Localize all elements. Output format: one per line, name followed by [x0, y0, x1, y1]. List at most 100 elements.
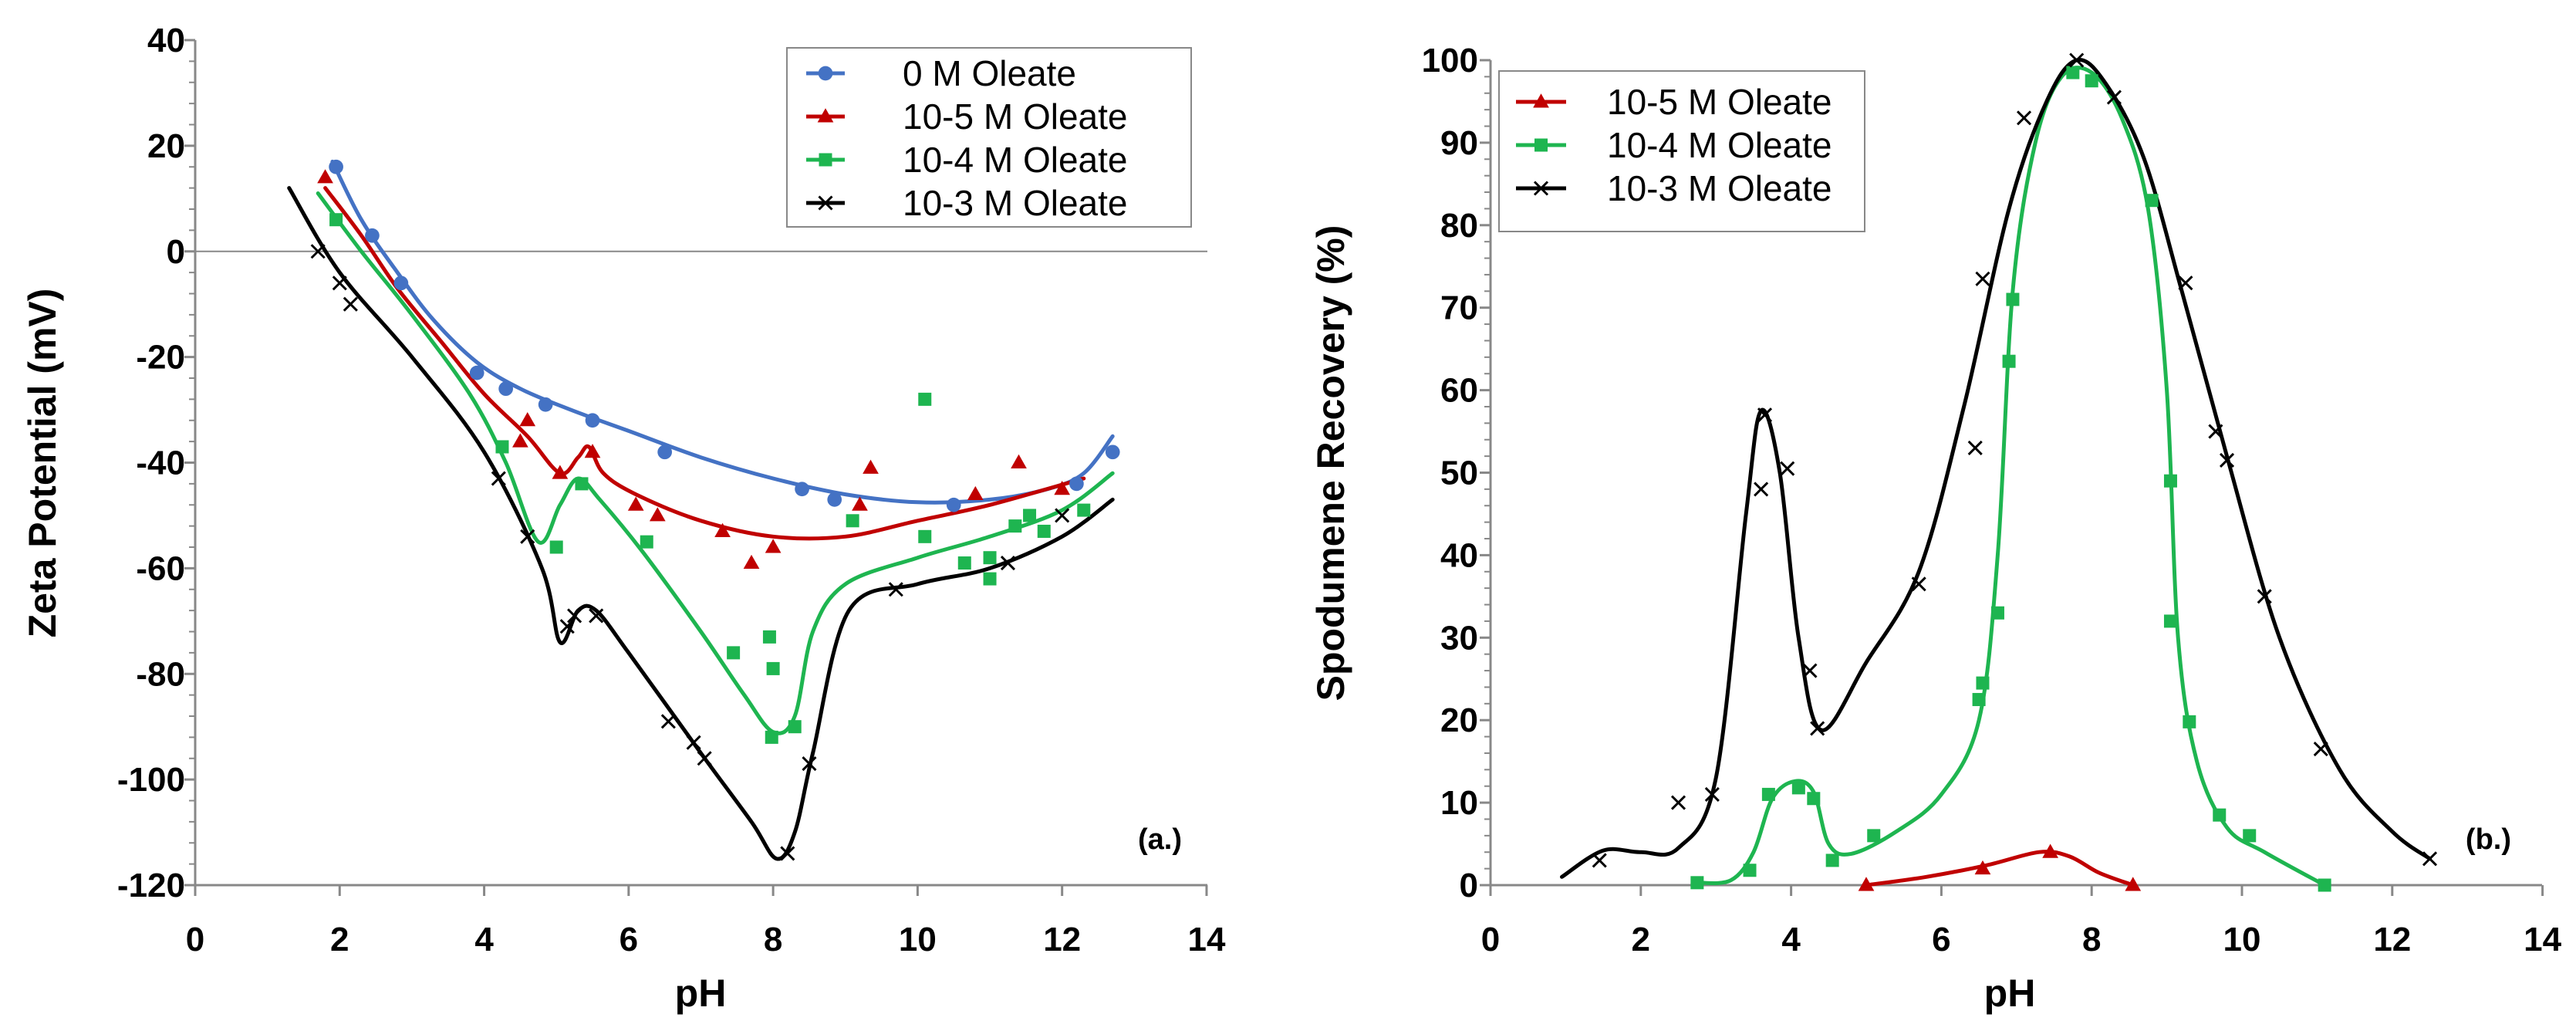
panel-b-point-10-4-m-oleate	[2085, 74, 2098, 88]
panel-a-y-tick-label: 40	[147, 22, 185, 59]
panel-a-point-10-5-m-oleate	[512, 433, 528, 448]
panel-a-point-0-m-oleate	[795, 482, 809, 497]
panel-a-point-10-4-m-oleate	[1023, 509, 1037, 522]
panel-b-point-10-3-m-oleate	[1911, 576, 1926, 592]
panel-b-y-tick-label: 60	[1440, 372, 1478, 410]
panel-b-point-10-4-m-oleate	[1990, 606, 2004, 620]
panel-a-point-10-5-m-oleate	[317, 169, 333, 184]
panel-a-trend-line-10-4-m-oleate	[316, 191, 1115, 735]
panel-a-point-10-3-m-oleate	[589, 608, 604, 624]
panel-b-point-10-3-m-oleate	[1802, 663, 1818, 678]
panel-a-point-10-3-m-oleate	[1000, 555, 1016, 571]
panel-b-trend-line-10-3-m-oleate	[1560, 57, 2432, 879]
panel-a-legend-marker-10-5-m-oleate	[817, 108, 834, 123]
panel-a-legend-label-10-4-m-oleate: 10-4 M Oleate	[903, 140, 1127, 180]
panel-a-point-10-4-m-oleate	[727, 646, 741, 660]
panel-a-point-10-5-m-oleate	[1011, 454, 1027, 468]
panel-b-point-10-4-m-oleate	[2318, 878, 2331, 892]
panel-b-point-10-4-m-oleate	[2163, 474, 2177, 488]
panel-b-y-tick-label: 30	[1440, 619, 1478, 657]
panel-a-y-tick-label: -40	[136, 445, 185, 482]
panel-b-y-tick-label: 50	[1440, 455, 1478, 492]
panel-b-point-10-3-m-oleate	[1592, 853, 1607, 868]
panel-b-point-10-3-m-oleate	[1975, 271, 1990, 286]
panel-a-y-axis-title: Zeta Potential (mV)	[21, 289, 64, 638]
panel-a-point-10-5-m-oleate	[1054, 481, 1071, 495]
panel-a-point-10-3-m-oleate	[332, 275, 347, 291]
panel-a-point-0-m-oleate	[1069, 476, 1084, 492]
panel-a-point-10-4-m-oleate	[918, 529, 932, 543]
panel-a-point-10-4-m-oleate	[575, 477, 589, 491]
panel-a-point-0-m-oleate	[946, 497, 961, 512]
panel-b-point-10-4-m-oleate	[2002, 354, 2016, 368]
panel-a-trend-line-10-3-m-oleate	[287, 186, 1115, 861]
panel-a-point-10-3-m-oleate	[343, 296, 358, 312]
panel-b-point-10-4-m-oleate	[2145, 194, 2159, 208]
panel-b-legend-marker-10-3-m-oleate	[1533, 181, 1549, 196]
panel-a-x-tick-label: 12	[1043, 921, 1081, 958]
panel-b-x-tick-label: 10	[2223, 921, 2261, 958]
panel-a-point-10-4-m-oleate	[765, 730, 778, 744]
panel-a-point-10-3-m-oleate	[686, 735, 701, 750]
panel-b-y-tick-label: 20	[1440, 701, 1478, 739]
panel-a-point-10-3-m-oleate	[697, 751, 712, 766]
panel-a-point-0-m-oleate	[498, 381, 514, 397]
panel-a-point-10-3-m-oleate	[520, 529, 535, 544]
panel-b-point-10-4-m-oleate	[2243, 829, 2257, 843]
panel-b-x-tick-label: 12	[2373, 921, 2411, 958]
panel-a-point-10-3-m-oleate	[491, 471, 506, 486]
panel-a-point-0-m-oleate	[365, 228, 380, 243]
panel-b-point-10-3-m-oleate	[2422, 851, 2438, 867]
panel-b-label: (b.)	[2466, 823, 2511, 856]
panel-a-legend-marker-10-3-m-oleate	[818, 195, 833, 211]
panel-b-point-10-4-m-oleate	[1690, 876, 1704, 890]
panel-b-y-tick-label: 100	[1422, 42, 1478, 79]
panel-b-y-tick-label: 70	[1440, 289, 1478, 327]
panel-a-point-10-5-m-oleate	[584, 444, 601, 458]
panel-b-x-tick-label: 6	[1932, 921, 1950, 958]
panel-a-x-tick-label: 0	[186, 921, 204, 958]
panel-a-point-0-m-oleate	[393, 275, 409, 291]
panel-a-x-axis-title: pH	[675, 972, 727, 1015]
panel-a-y-tick-label: -20	[136, 339, 185, 377]
panel-a-y-tick-label: -100	[117, 761, 185, 799]
panel-b-point-10-4-m-oleate	[1761, 787, 1775, 801]
panel-a-point-10-4-m-oleate	[957, 556, 971, 570]
panel-a-point-10-4-m-oleate	[495, 440, 509, 454]
panel-b-point-10-4-m-oleate	[1972, 692, 1986, 706]
panel-a-x-tick-label: 4	[474, 921, 494, 958]
panel-a-legend-label-0-m-oleate: 0 M Oleate	[903, 53, 1076, 93]
panel-b-point-10-4-m-oleate	[2163, 614, 2177, 628]
panel-a-point-10-5-m-oleate	[852, 496, 868, 511]
panel-a-y-tick-label: 20	[147, 127, 185, 165]
panel-a-point-10-3-m-oleate	[567, 608, 582, 624]
panel-a-legend-label-10-3-m-oleate: 10-3 M Oleate	[903, 183, 1127, 223]
panel-a-legend-box	[786, 47, 1192, 228]
panel-a-point-10-5-m-oleate	[519, 412, 536, 427]
panel-a-point-10-4-m-oleate	[1037, 524, 1051, 538]
panel-a-point-10-5-m-oleate	[552, 465, 569, 479]
panel-b-point-10-3-m-oleate	[1810, 721, 1825, 736]
panel-a-point-10-5-m-oleate	[967, 485, 984, 501]
panel-b-x-tick-label: 14	[2524, 921, 2561, 958]
panel-b-point-10-5-m-oleate	[1858, 877, 1875, 891]
panel-b-point-10-5-m-oleate	[2125, 877, 2142, 891]
panel-a-point-10-3-m-oleate	[310, 244, 326, 259]
panel-b-y-tick-label: 40	[1440, 536, 1478, 574]
panel-a-trend-line-0-m-oleate	[330, 159, 1115, 505]
panel-b-legend-marker-10-5-m-oleate	[1533, 93, 1549, 108]
panel-b-point-10-3-m-oleate	[2257, 589, 2272, 604]
panel-b-point-10-4-m-oleate	[2183, 715, 2196, 728]
panel-b-y-tick-label: 80	[1440, 207, 1478, 245]
panel-b-point-10-3-m-oleate	[2069, 52, 2085, 68]
panel-a-label: (a.)	[1138, 823, 1182, 856]
panel-a-point-10-5-m-oleate	[714, 522, 731, 537]
panel-b-y-tick-label: 90	[1440, 124, 1478, 162]
panel-b-point-10-3-m-oleate	[1670, 795, 1686, 810]
panel-a-point-0-m-oleate	[469, 365, 484, 380]
panel-a-x-tick-label: 10	[899, 921, 937, 958]
panel-b-point-10-4-m-oleate	[1867, 829, 1881, 843]
panel-b-point-10-3-m-oleate	[1967, 440, 1983, 455]
